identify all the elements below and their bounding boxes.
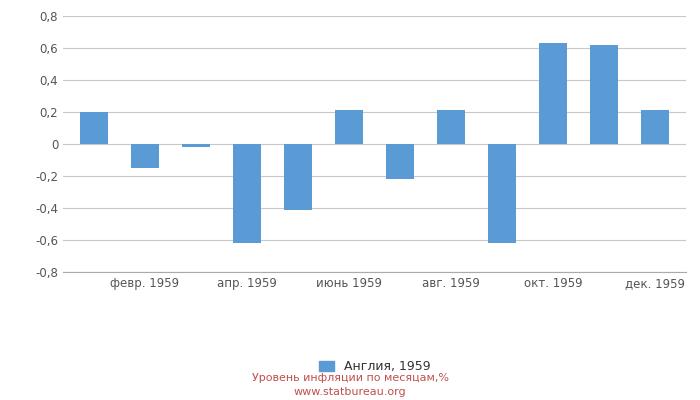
Bar [182,144,210,147]
Bar [437,110,465,144]
Text: www.statbureau.org: www.statbureau.org [294,387,406,397]
Bar [284,144,312,210]
Bar [590,45,618,144]
Bar [131,144,159,168]
Bar [233,144,261,243]
Text: Уровень инфляции по месяцам,%: Уровень инфляции по месяцам,% [251,373,449,383]
Bar [335,110,363,144]
Legend: Англия, 1959: Англия, 1959 [318,360,430,373]
Bar [641,110,669,144]
Bar [80,112,108,144]
Bar [539,43,567,144]
Bar [386,144,414,179]
Bar [488,144,516,243]
